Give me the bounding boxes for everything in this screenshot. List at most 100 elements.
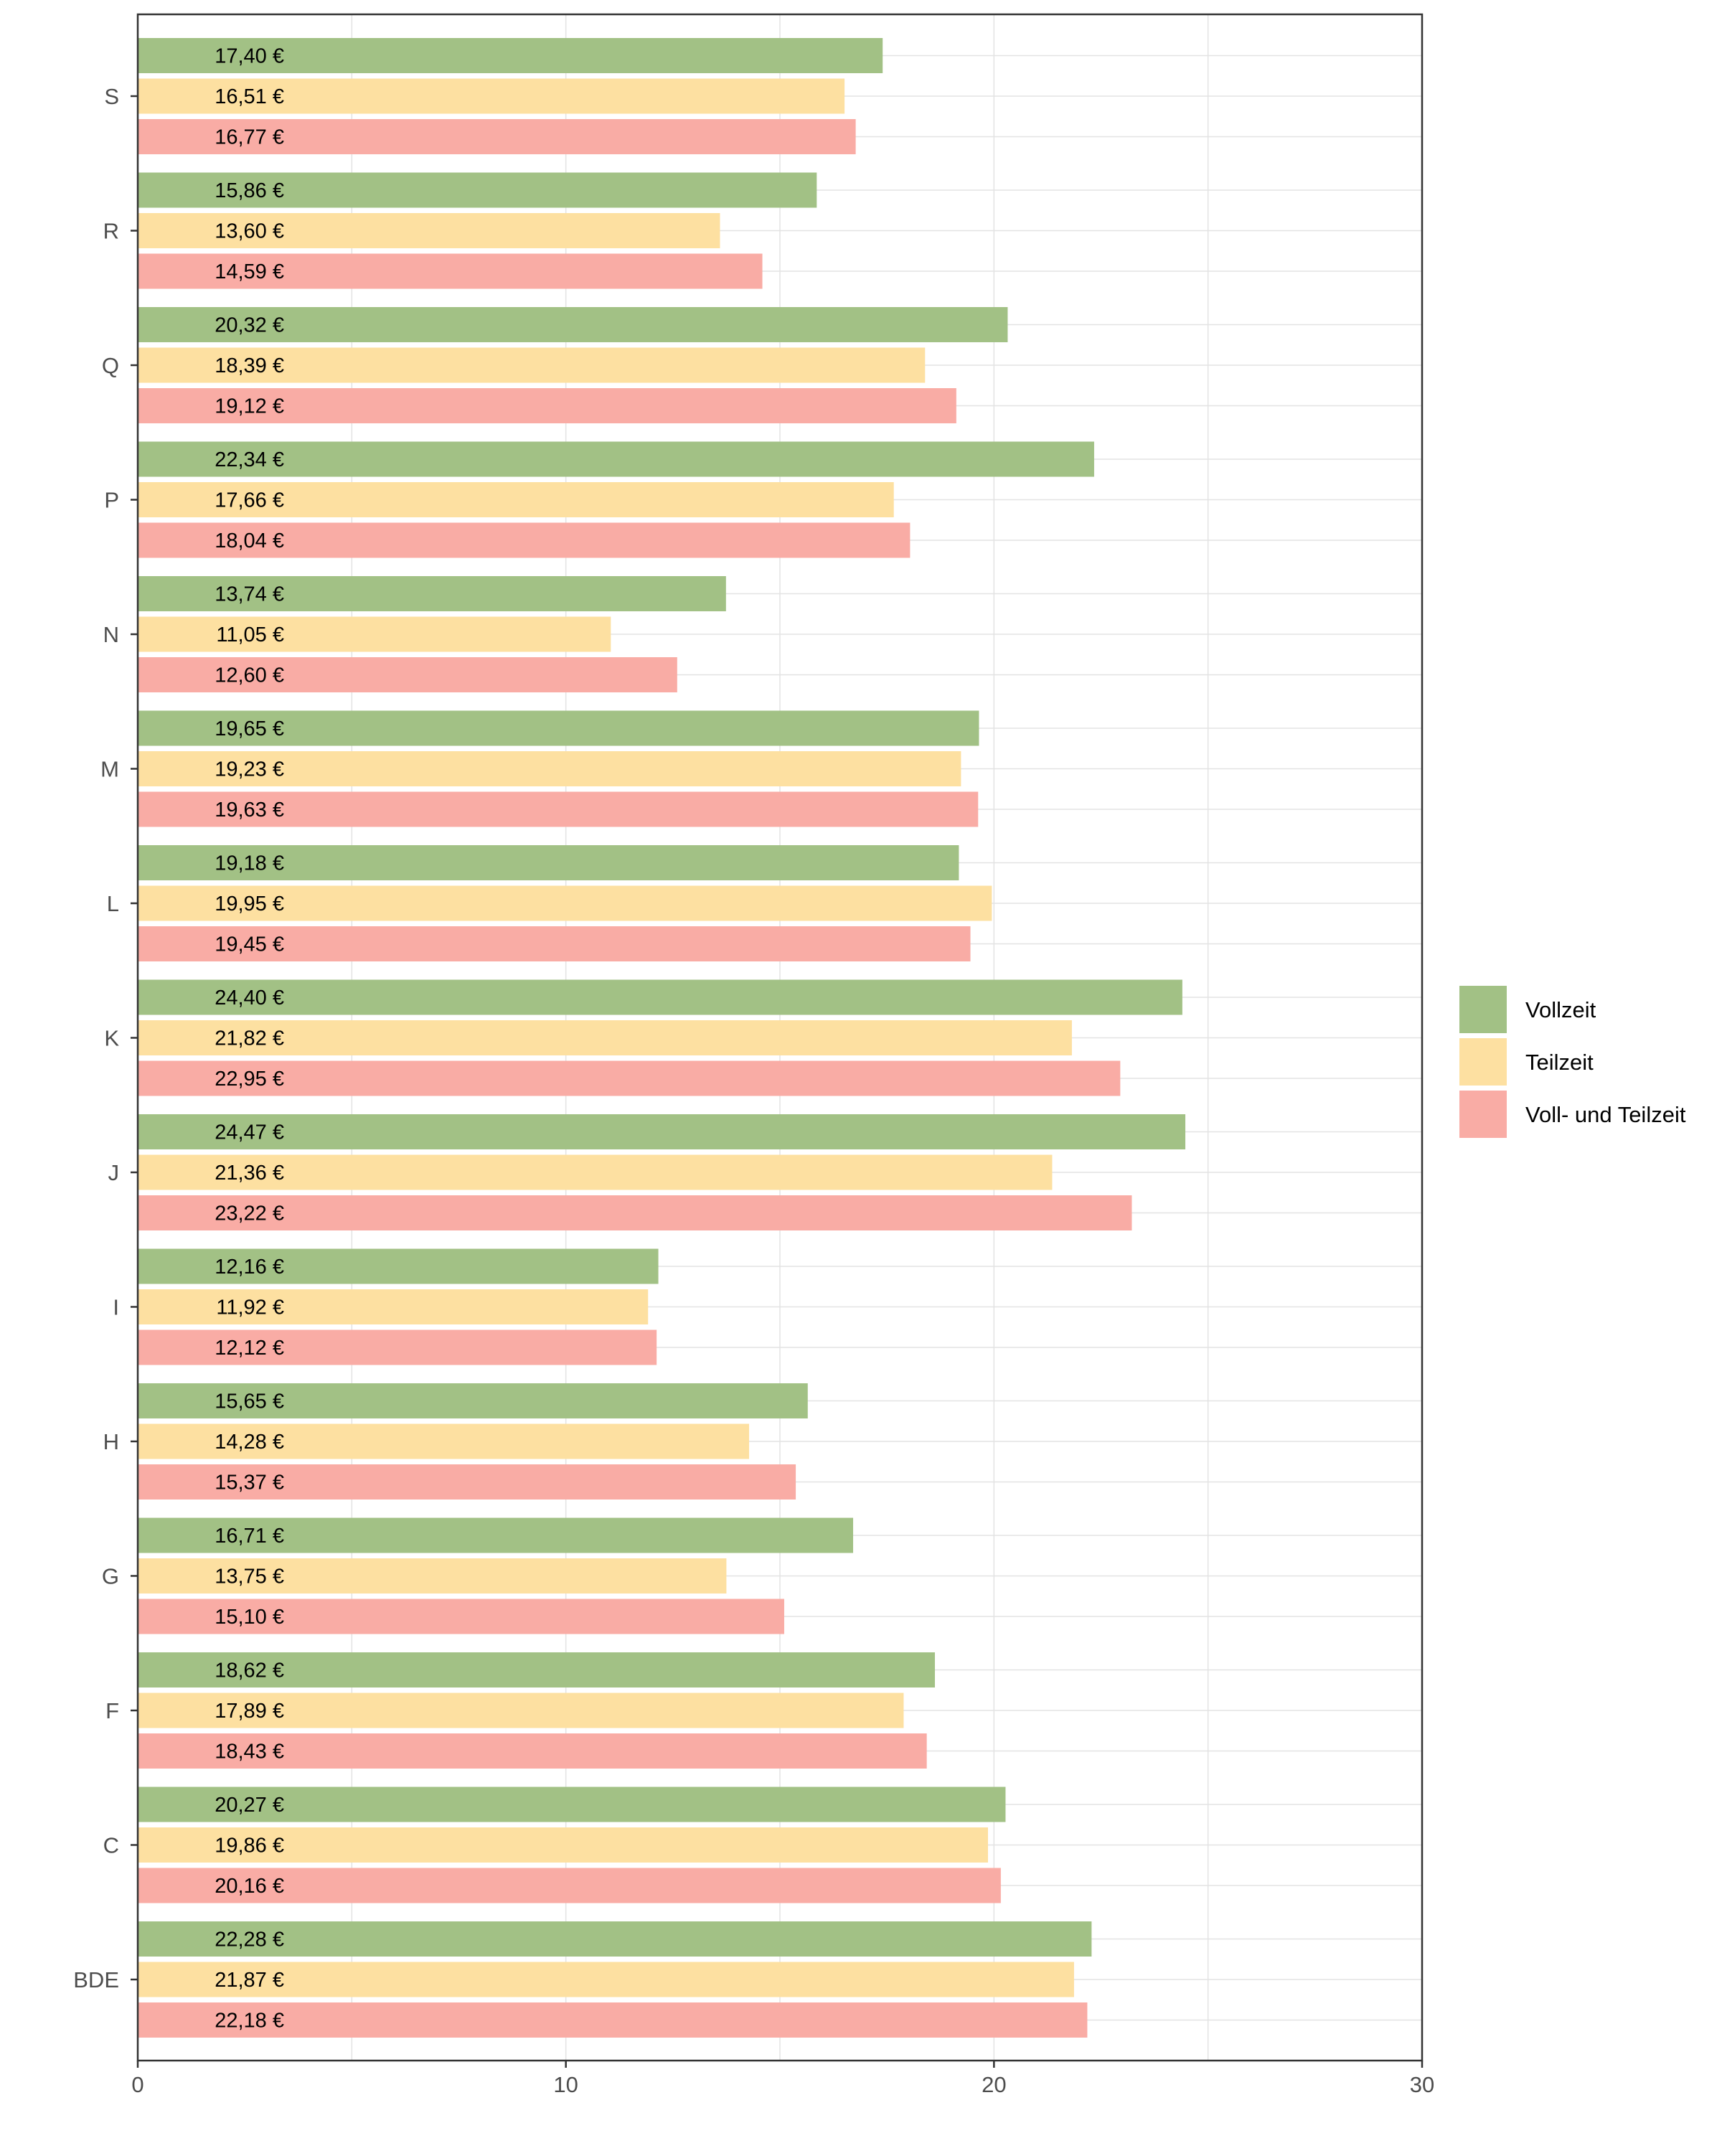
bar-value-label: 19,95 € [215, 893, 284, 915]
bar-value-label: 14,59 € [215, 260, 284, 283]
bar-J-teilzeit [138, 1154, 1053, 1190]
bar-value-label: 14,28 € [215, 1431, 284, 1454]
bar-L-vollzeit [138, 845, 959, 880]
bar-value-label: 19,65 € [215, 717, 284, 740]
bar-H-teilzeit [138, 1423, 750, 1459]
bar-value-label: 19,23 € [215, 758, 284, 781]
bar-G-vollzeit [138, 1517, 854, 1553]
y-tick-label: K [104, 1026, 119, 1051]
bar-value-label: 17,40 € [215, 45, 284, 68]
legend-key-voll-und-teilzeit [1459, 1091, 1507, 1138]
bar-BDE-teilzeit [138, 1962, 1074, 1997]
bar-J-voll-und-teilzeit [138, 1195, 1132, 1230]
bar-value-label: 16,51 € [215, 85, 284, 108]
bar-I-teilzeit [138, 1289, 649, 1324]
x-tick-label: 0 [131, 2072, 144, 2097]
bar-value-label: 19,63 € [215, 799, 284, 822]
x-tick-label: 20 [982, 2072, 1006, 2097]
bar-I-voll-und-teilzeit [138, 1329, 657, 1365]
bar-N-voll-und-teilzeit [138, 657, 677, 692]
bar-value-label: 18,04 € [215, 529, 284, 552]
x-tick-label: 30 [1410, 2072, 1434, 2097]
y-tick-label: I [113, 1295, 119, 1320]
bar-P-teilzeit [138, 482, 894, 517]
bar-value-label: 17,89 € [215, 1700, 284, 1723]
bar-value-label: 19,45 € [215, 933, 284, 956]
bar-value-label: 15,10 € [215, 1606, 284, 1629]
bar-H-vollzeit [138, 1383, 808, 1418]
bar-S-vollzeit [138, 38, 883, 73]
bar-H-voll-und-teilzeit [138, 1464, 796, 1500]
legend-label: Teilzeit [1525, 1050, 1594, 1075]
bar-value-label: 17,66 € [215, 489, 284, 512]
bar-F-vollzeit [138, 1652, 935, 1687]
y-tick-label: C [103, 1833, 119, 1858]
legend-label: Voll- und Teilzeit [1525, 1102, 1686, 1127]
bar-value-label: 22,95 € [215, 1068, 284, 1091]
bar-value-label: 24,40 € [215, 987, 284, 1009]
bar-I-vollzeit [138, 1248, 659, 1284]
bar-K-voll-und-teilzeit [138, 1060, 1121, 1096]
bar-value-label: 19,86 € [215, 1835, 284, 1858]
bar-Q-voll-und-teilzeit [138, 388, 956, 423]
bar-value-label: 13,74 € [215, 583, 284, 606]
legend-key-vollzeit [1459, 986, 1507, 1033]
y-tick-label: N [103, 622, 119, 647]
bar-value-label: 13,60 € [215, 220, 284, 243]
bar-value-label: 18,62 € [215, 1660, 284, 1682]
bar-value-label: 21,36 € [215, 1162, 284, 1185]
bar-value-label: 11,92 € [216, 1296, 284, 1319]
bar-value-label: 15,65 € [215, 1390, 284, 1413]
bar-value-label: 12,16 € [215, 1256, 284, 1279]
bar-K-vollzeit [138, 979, 1182, 1015]
bar-M-vollzeit [138, 710, 979, 746]
bar-K-teilzeit [138, 1020, 1072, 1055]
bar-value-label: 16,77 € [215, 126, 284, 149]
bar-S-teilzeit [138, 78, 845, 114]
bar-BDE-vollzeit [138, 1921, 1092, 1957]
bar-value-label: 11,05 € [216, 623, 284, 646]
bar-value-label: 22,34 € [215, 448, 284, 471]
bar-value-label: 24,47 € [215, 1121, 284, 1144]
bar-value-label: 20,16 € [215, 1875, 284, 1898]
bar-P-vollzeit [138, 441, 1094, 477]
bar-BDE-voll-und-teilzeit [138, 2002, 1088, 2038]
y-tick-label: H [103, 1429, 119, 1454]
bar-value-label: 13,75 € [215, 1566, 284, 1588]
bar-R-vollzeit [138, 172, 817, 208]
bar-C-vollzeit [138, 1787, 1006, 1822]
y-tick-label: P [104, 488, 119, 513]
legend: Vollzeit Teilzeit Voll- und Teilzeit [1459, 986, 1686, 1138]
data-labels-layer: 17,40 € 16,51 € 16,77 € 15,86 € 13,60 € 14,59… [215, 45, 284, 2033]
bar-value-label: 20,27 € [215, 1794, 284, 1817]
bar-value-label: 22,18 € [215, 2010, 284, 2033]
bar-R-teilzeit [138, 213, 720, 248]
bar-value-label: 23,22 € [215, 1202, 284, 1225]
bar-value-label: 18,43 € [215, 1741, 284, 1764]
y-tick-label: R [103, 219, 119, 244]
y-tick-label: BDE [73, 1967, 119, 1992]
bar-P-voll-und-teilzeit [138, 522, 911, 558]
x-tick-label: 10 [553, 2072, 578, 2097]
bar-value-label: 21,87 € [215, 1969, 284, 1992]
bar-G-teilzeit [138, 1558, 727, 1594]
bar-Q-vollzeit [138, 307, 1008, 342]
bar-N-teilzeit [138, 616, 611, 652]
bar-S-voll-und-teilzeit [138, 119, 856, 154]
y-tick-label: G [102, 1564, 119, 1589]
bar-value-label: 20,32 € [215, 314, 284, 337]
bar-C-voll-und-teilzeit [138, 1868, 1001, 1903]
bar-J-vollzeit [138, 1114, 1186, 1149]
y-tick-label: L [107, 891, 119, 916]
bar-value-label: 12,60 € [215, 664, 284, 687]
bar-value-label: 15,37 € [215, 1472, 284, 1494]
bar-M-voll-und-teilzeit [138, 791, 979, 827]
legend-label: Vollzeit [1525, 997, 1596, 1022]
y-tick-label: Q [102, 353, 119, 378]
bar-value-label: 16,71 € [215, 1525, 284, 1548]
bar-C-teilzeit [138, 1827, 988, 1863]
y-tick-label: F [105, 1698, 119, 1723]
bar-L-teilzeit [138, 885, 992, 921]
y-tick-label: J [108, 1160, 120, 1185]
